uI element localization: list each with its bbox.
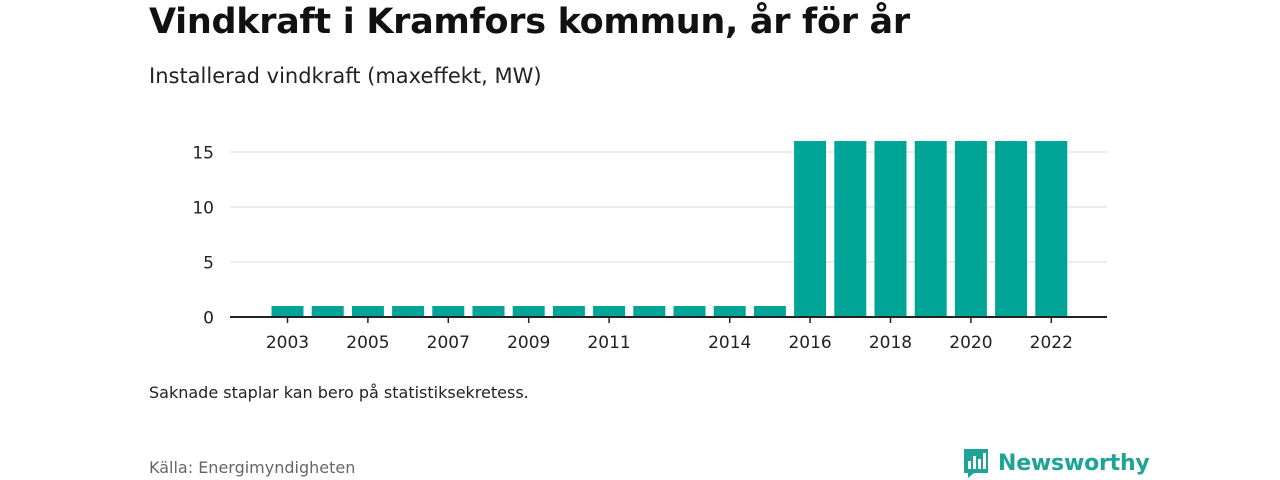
x-tick-label: 2007 — [427, 333, 470, 353]
bar — [271, 306, 304, 317]
x-tick-label: 2022 — [1030, 333, 1073, 353]
bar — [351, 306, 384, 317]
x-tick-label: 2016 — [788, 333, 831, 353]
brand-logo[interactable]: Newsworthy — [962, 446, 1150, 480]
x-tick-label: 2018 — [869, 333, 912, 353]
bar — [673, 306, 706, 317]
bar — [753, 306, 786, 317]
y-tick-label: 10 — [192, 199, 214, 219]
y-tick-label: 0 — [203, 309, 214, 329]
chart-subtitle: Installerad vindkraft (maxeffekt, MW) — [149, 64, 542, 88]
bar-chart: 0 5 10 15 2003 2005 2007 2009 2011 2014 2016 2018 20… — [192, 141, 1107, 353]
footnote: Saknade staplar kan bero på statistiksek… — [149, 383, 529, 402]
bar — [914, 141, 947, 317]
bar — [874, 141, 907, 317]
source-label: Källa: Energimyndigheten — [149, 458, 356, 477]
bar — [713, 306, 746, 317]
bar — [593, 306, 626, 317]
y-tick-label: 15 — [192, 144, 214, 164]
x-tick-label: 2003 — [266, 333, 309, 353]
x-tick-label: 2020 — [949, 333, 992, 353]
bar — [311, 306, 344, 317]
bar — [392, 306, 425, 317]
x-tick-label: 2005 — [346, 333, 389, 353]
bar — [432, 306, 465, 317]
x-tick-label: 2011 — [587, 333, 630, 353]
bar — [512, 306, 545, 317]
bar — [995, 141, 1028, 317]
bar — [633, 306, 666, 317]
y-tick-label: 5 — [203, 254, 214, 274]
brand-name: Newsworthy — [998, 450, 1150, 476]
bar — [1035, 141, 1068, 317]
bar — [834, 141, 867, 317]
chart-title: Vindkraft i Kramfors kommun, år för år — [149, 2, 910, 42]
bar — [954, 141, 987, 317]
newsworthy-logo-icon — [964, 449, 988, 478]
bar — [794, 141, 827, 317]
bar — [472, 306, 505, 317]
x-tick-label: 2014 — [708, 333, 751, 353]
x-tick-label: 2009 — [507, 333, 550, 353]
bar — [552, 306, 585, 317]
